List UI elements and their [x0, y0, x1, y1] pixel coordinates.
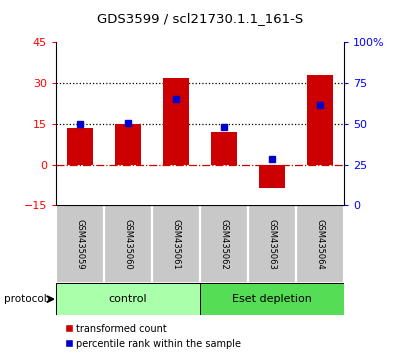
Bar	[259, 165, 285, 188]
Text: GSM435060: GSM435060	[124, 219, 132, 270]
Bar	[163, 78, 189, 165]
Text: protocol: protocol	[4, 294, 47, 304]
Text: Eset depletion: Eset depletion	[232, 294, 312, 304]
Text: GSM435061: GSM435061	[172, 219, 180, 270]
Bar	[211, 132, 237, 165]
Bar	[248, 205, 296, 283]
Text: GSM435062: GSM435062	[220, 219, 228, 270]
Text: control: control	[109, 294, 147, 304]
Bar	[152, 205, 200, 283]
Bar	[104, 205, 152, 283]
Bar	[115, 124, 141, 165]
Bar	[56, 283, 200, 315]
Text: GSM435059: GSM435059	[76, 219, 84, 270]
Bar	[307, 75, 333, 165]
Bar	[200, 205, 248, 283]
Legend: transformed count, percentile rank within the sample: transformed count, percentile rank withi…	[61, 320, 245, 353]
Bar	[56, 205, 104, 283]
Bar	[200, 283, 344, 315]
Text: GSM435063: GSM435063	[268, 219, 276, 270]
Bar	[67, 128, 93, 165]
Text: GSM435064: GSM435064	[316, 219, 324, 270]
Text: GDS3599 / scl21730.1.1_161-S: GDS3599 / scl21730.1.1_161-S	[97, 12, 303, 25]
Bar	[296, 205, 344, 283]
